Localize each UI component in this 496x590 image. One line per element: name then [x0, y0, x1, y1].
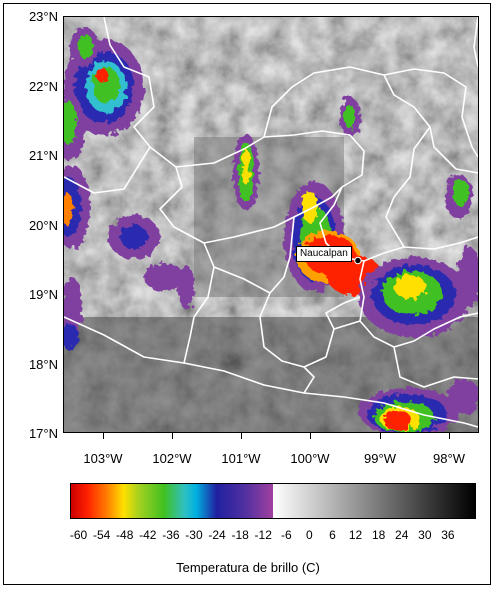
colorbar-title: Temperatura de brillo (C) [176, 560, 320, 575]
lat-label-23n: 23°N [28, 9, 58, 24]
storm-northeast [340, 97, 360, 137]
state-border-11 [385, 126, 431, 248]
state-border-12 [333, 320, 361, 330]
lon-label-99w: 99°W [364, 451, 396, 466]
colorbar-tick-label: 18 [371, 528, 386, 542]
map-canvas [64, 17, 478, 432]
lon-tick-98w [449, 433, 450, 439]
storm-west [64, 93, 194, 351]
colorbar-tick-label: -12 [254, 528, 272, 542]
satellite-map[interactable] [63, 16, 479, 433]
state-border-16 [393, 346, 478, 388]
lon-tick-99w [380, 433, 381, 439]
lon-label-100w: 100°W [290, 451, 330, 466]
lon-label-102w: 102°W [152, 451, 192, 466]
lat-label-18n: 18°N [28, 357, 58, 372]
colorbar-cold-segment [71, 484, 273, 518]
pacific-coastline [64, 316, 478, 428]
state-border-4 [263, 66, 467, 138]
lat-label-22n: 22°N [28, 79, 58, 94]
state-border-13 [64, 146, 151, 194]
cold-cloud-tops [64, 27, 478, 432]
colorbar-tick-label: 36 [441, 528, 455, 542]
lon-tick-100w [310, 433, 311, 439]
lon-tick-101w [241, 433, 242, 439]
colorbar-tick-label: 12 [348, 528, 363, 542]
lon-label-101w: 101°W [221, 451, 261, 466]
lat-label-19n: 19°N [28, 287, 58, 302]
colorbar [70, 483, 476, 519]
colorbar-tick-label: -6 [280, 528, 292, 542]
state-border-15 [303, 366, 315, 394]
figure-frame [3, 3, 491, 585]
colorbar-tick-label: -48 [116, 528, 134, 542]
colorbar-tick-label: -30 [185, 528, 203, 542]
city-label: Naucalpan [295, 246, 352, 263]
lon-label-103w: 103°W [83, 451, 123, 466]
city-marker [354, 256, 362, 265]
lon-tick-103w [103, 433, 104, 439]
colorbar-tick-label: -24 [208, 528, 226, 542]
colorbar-gradient-canvas [71, 484, 475, 518]
state-border-8 [213, 266, 271, 294]
lat-label-20n: 20°N [28, 218, 58, 233]
colorbar-tick-label: -60 [69, 528, 88, 542]
storm-central [233, 134, 259, 210]
colorbar-tick-label: 30 [418, 528, 432, 542]
state-border-6 [359, 260, 478, 348]
storm-nw [64, 27, 144, 135]
lon-tick-102w [172, 433, 173, 439]
colorbar-tick-label: 24 [395, 528, 409, 542]
colorbar-tick-label: -18 [231, 528, 249, 542]
colorbar-tick-label: -36 [162, 528, 180, 542]
state-border-10 [461, 86, 478, 158]
lon-label-98w: 98°W [433, 451, 465, 466]
lat-label-21n: 21°N [28, 148, 58, 163]
colorbar-tick-label: 6 [329, 528, 336, 542]
colorbar-tick-label: -54 [92, 528, 111, 542]
lat-label-17n: 17°N [28, 426, 58, 441]
state-border-7 [259, 216, 361, 368]
colorbar-tick-label: 0 [306, 528, 313, 542]
state-border-14 [183, 316, 195, 364]
colorbar-warm-segment [273, 484, 475, 518]
state-border-17 [473, 17, 478, 68]
colorbar-tick-label: -42 [139, 528, 157, 542]
